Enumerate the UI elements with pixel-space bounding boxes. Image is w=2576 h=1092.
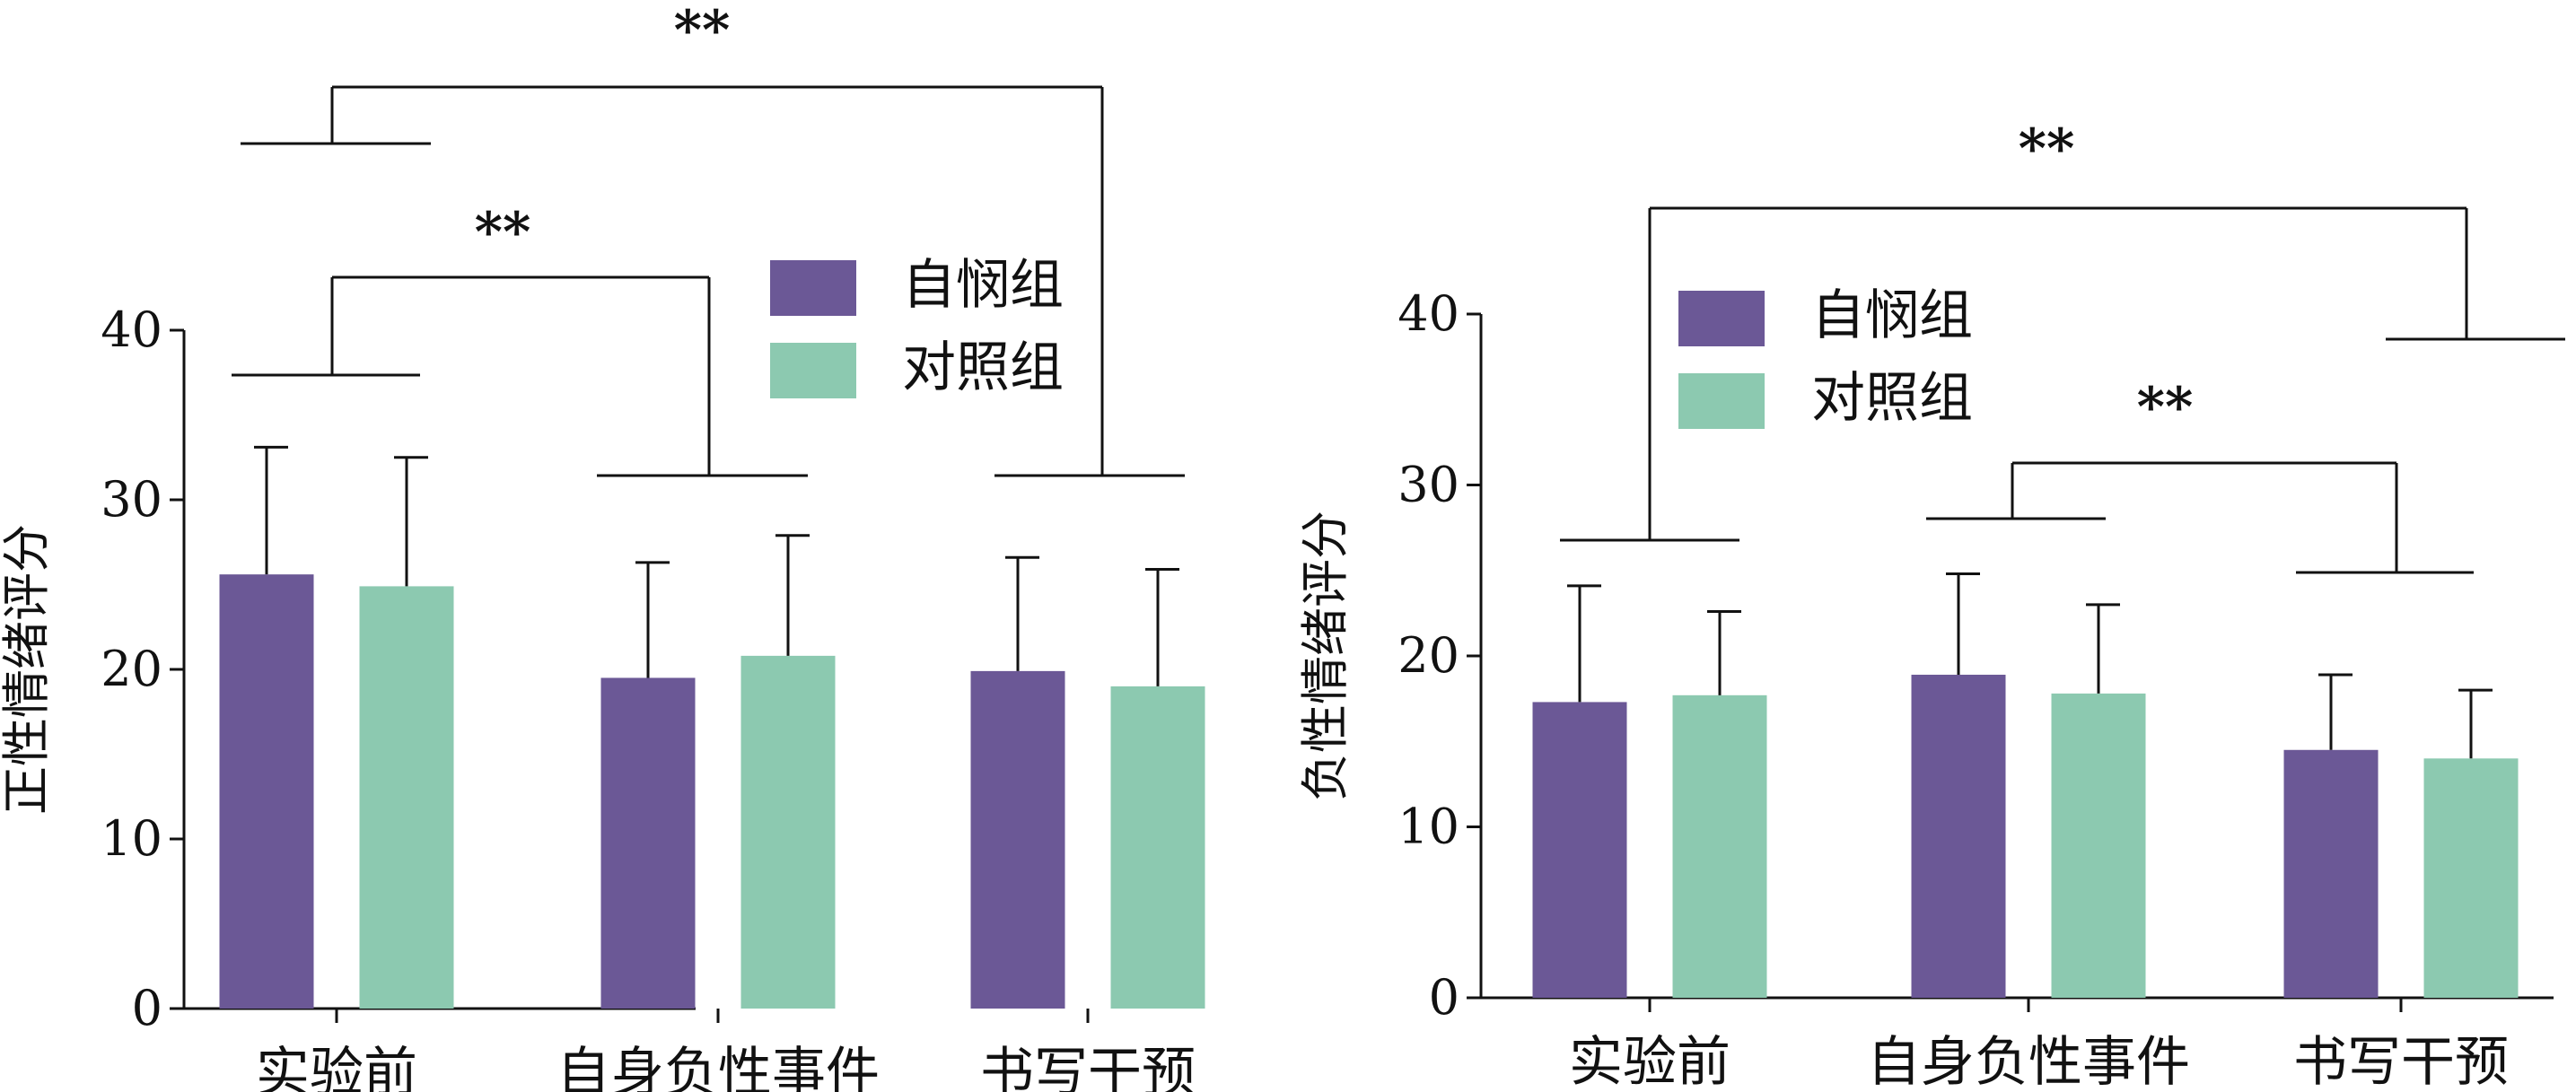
legend-label: 对照组 [902, 336, 1064, 399]
y-tick-label: 40 [101, 301, 162, 358]
y-tick-label: 40 [1398, 285, 1459, 342]
bar [600, 677, 696, 1009]
y-tick-label: 10 [101, 810, 162, 867]
bar [2051, 693, 2146, 998]
x-tick-label: 自身负性事件 [556, 1042, 880, 1092]
x-tick-label: 实验前 [256, 1042, 417, 1092]
bar [1532, 702, 1627, 998]
y-tick-label: 30 [101, 471, 162, 528]
significance-label: ** [2137, 376, 2194, 439]
y-tick-label: 0 [132, 980, 162, 1036]
bar [2423, 758, 2519, 998]
legend-swatch [1678, 291, 1765, 346]
legend-label: 对照组 [1811, 367, 1973, 430]
y-tick-label: 0 [1429, 969, 1459, 1026]
legend-swatch [770, 260, 856, 316]
bar [2283, 749, 2379, 998]
x-tick-label: 实验前 [1569, 1031, 1730, 1092]
legend-label: 自悯组 [902, 254, 1064, 317]
bar [1672, 695, 1767, 998]
bar [359, 586, 454, 1009]
y-tick-label: 20 [1398, 627, 1459, 684]
significance-label: ** [674, 0, 731, 62]
significance-label: ** [2019, 118, 2075, 180]
legend-label: 自悯组 [1811, 284, 1973, 347]
significance-label: ** [475, 201, 531, 264]
bar [219, 574, 314, 1009]
y-axis-label: 负性情绪评分 [1297, 511, 1354, 801]
bar [1110, 686, 1205, 1009]
y-tick-label: 30 [1398, 457, 1459, 513]
x-tick-label: 书写干预 [2293, 1031, 2509, 1092]
legend-swatch [1678, 373, 1765, 429]
bar [1911, 674, 2006, 998]
bar [740, 655, 836, 1009]
legend-swatch [770, 343, 856, 398]
y-axis-label: 正性情绪评分 [0, 524, 55, 815]
bar [970, 670, 1065, 1009]
y-tick-label: 10 [1398, 799, 1459, 855]
x-tick-label: 自身负性事件 [1867, 1031, 2190, 1092]
x-tick-label: 书写干预 [980, 1042, 1196, 1092]
y-tick-label: 20 [101, 641, 162, 697]
